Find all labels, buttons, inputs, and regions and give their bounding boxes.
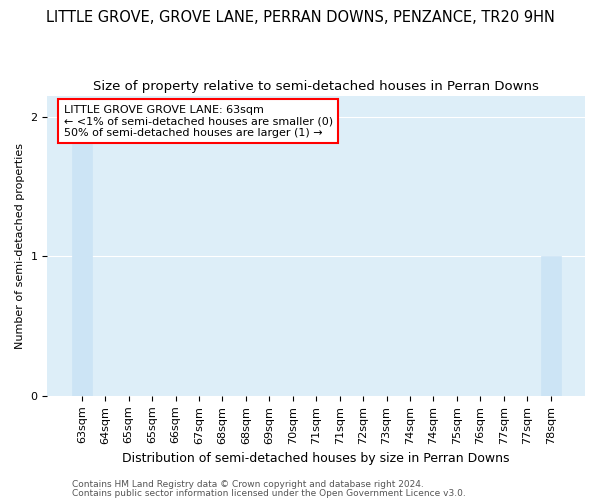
Bar — [72, 116, 92, 396]
Bar — [541, 256, 560, 396]
Title: Size of property relative to semi-detached houses in Perran Downs: Size of property relative to semi-detach… — [93, 80, 539, 93]
Text: LITTLE GROVE, GROVE LANE, PERRAN DOWNS, PENZANCE, TR20 9HN: LITTLE GROVE, GROVE LANE, PERRAN DOWNS, … — [46, 10, 554, 25]
X-axis label: Distribution of semi-detached houses by size in Perran Downs: Distribution of semi-detached houses by … — [122, 452, 510, 465]
Text: Contains HM Land Registry data © Crown copyright and database right 2024.: Contains HM Land Registry data © Crown c… — [72, 480, 424, 489]
Text: Contains public sector information licensed under the Open Government Licence v3: Contains public sector information licen… — [72, 488, 466, 498]
Y-axis label: Number of semi-detached properties: Number of semi-detached properties — [15, 143, 25, 349]
Text: LITTLE GROVE GROVE LANE: 63sqm
← <1% of semi-detached houses are smaller (0)
50%: LITTLE GROVE GROVE LANE: 63sqm ← <1% of … — [64, 104, 332, 138]
